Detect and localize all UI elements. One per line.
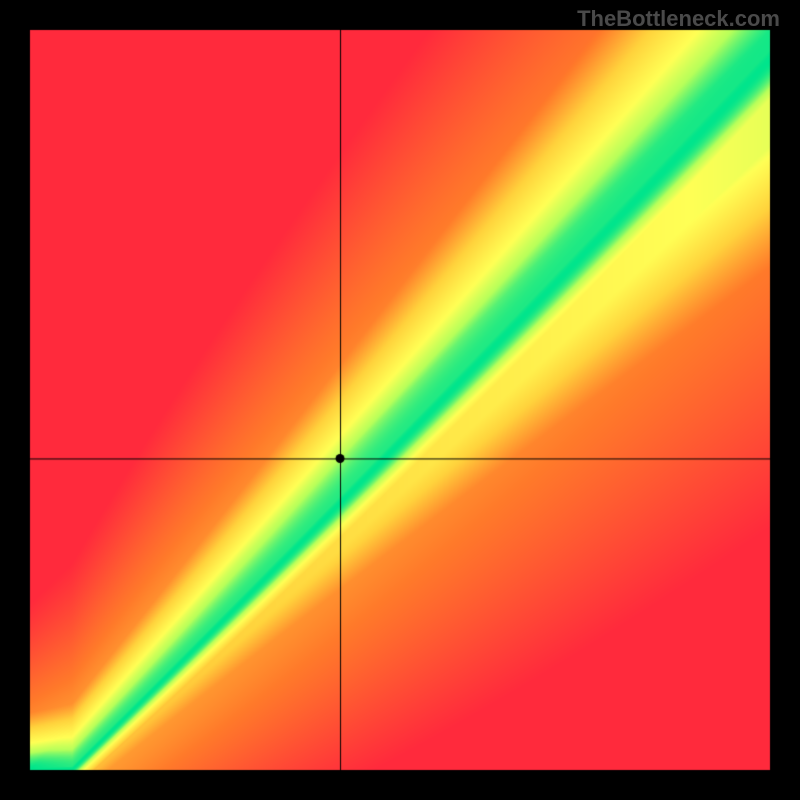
bottleneck-heatmap-canvas <box>0 0 800 800</box>
watermark-text: TheBottleneck.com <box>577 6 780 32</box>
chart-container: TheBottleneck.com <box>0 0 800 800</box>
